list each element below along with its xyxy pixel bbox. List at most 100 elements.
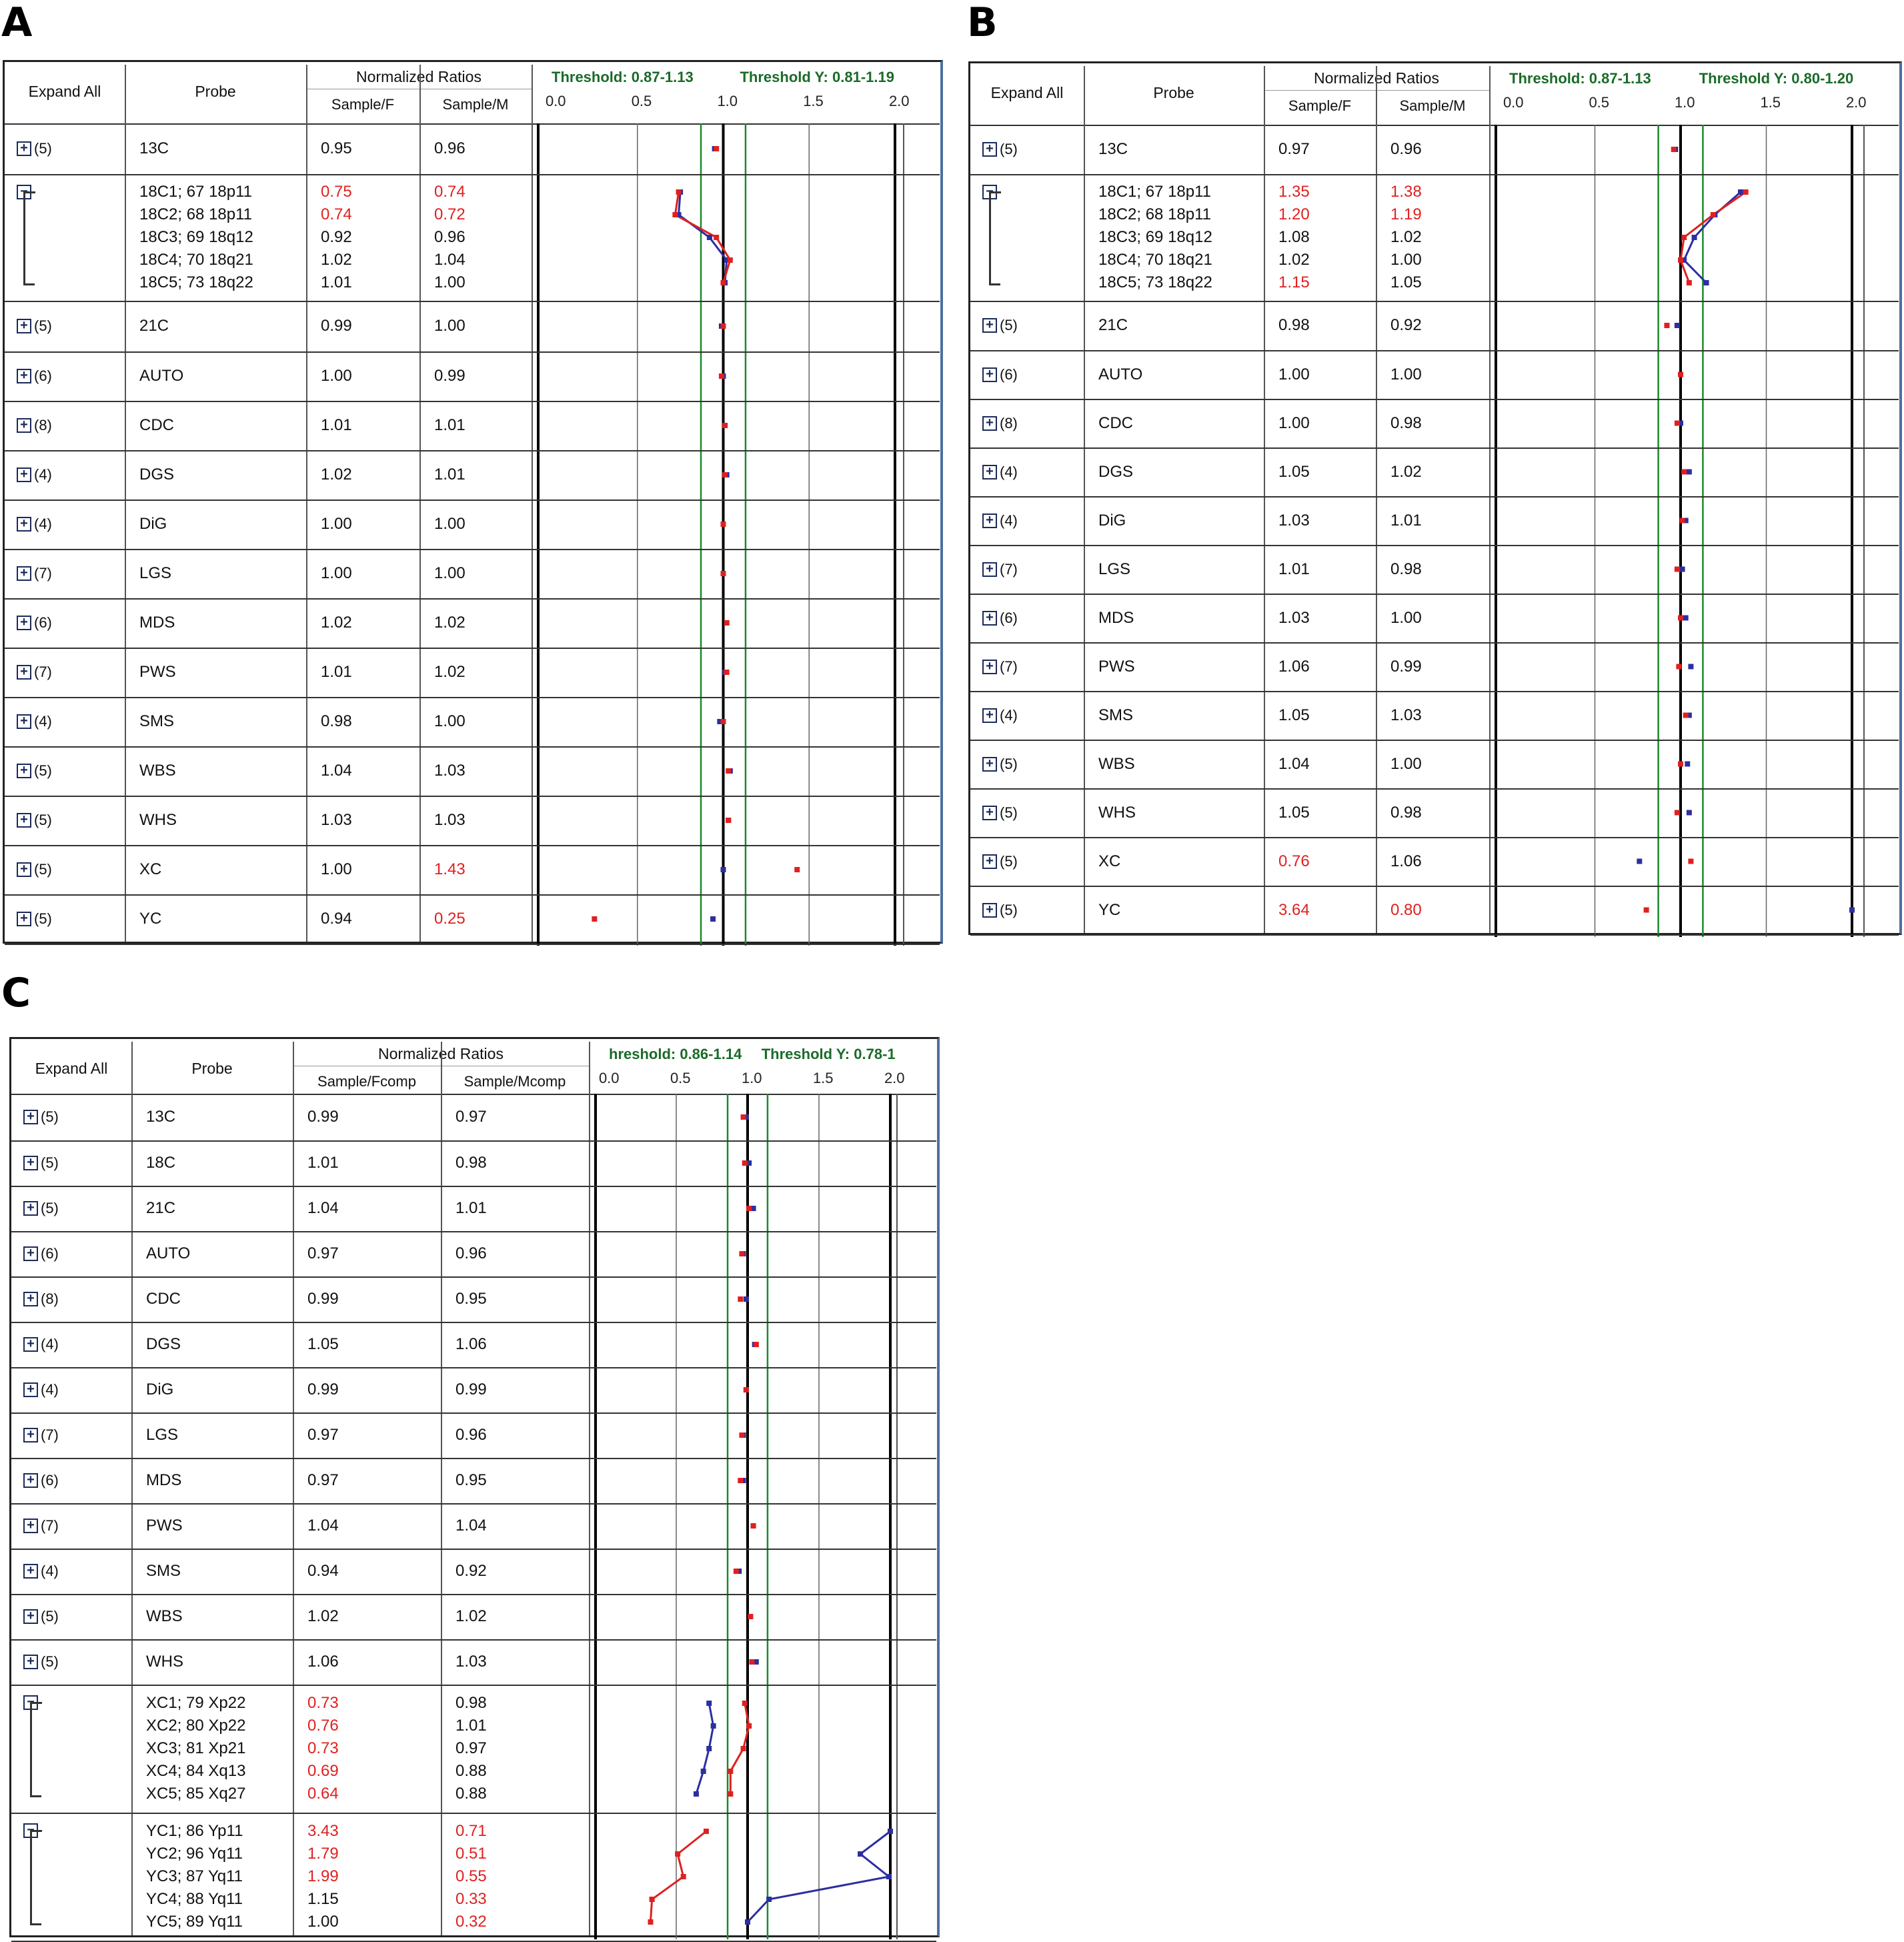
expand-toggle[interactable]: +	[17, 912, 31, 926]
expand-toggle[interactable]: +	[17, 369, 31, 383]
sample-f-point	[1686, 810, 1692, 816]
probe-count: (5)	[34, 317, 52, 334]
expand-toggle[interactable]: +	[982, 367, 997, 382]
expand-toggle[interactable]: +	[982, 562, 997, 577]
sample-m-point	[1643, 907, 1649, 913]
expand-toggle[interactable]: +	[17, 862, 31, 877]
expand-toggle[interactable]: +	[23, 1110, 38, 1124]
probe-name: 18C4; 70 18q21	[139, 251, 253, 269]
table-row: + (4) DiG 0.99 0.99	[11, 1367, 936, 1412]
column-divider	[1264, 66, 1265, 933]
probe-count: (6)	[41, 1245, 59, 1262]
probe-count: (5)	[41, 1200, 59, 1216]
ratio-plot	[1495, 125, 1865, 937]
row-divider	[970, 545, 1899, 546]
probe-name: AUTO	[146, 1244, 191, 1262]
expand-toggle[interactable]: +	[23, 1428, 38, 1442]
expand-toggle[interactable]: +	[23, 1382, 38, 1397]
table-row: + (7) LGS 1.00 1.00	[5, 549, 940, 598]
probe-count: (5)	[1000, 901, 1018, 918]
expand-toggle[interactable]: +	[982, 854, 997, 869]
table-row: + (7) PWS 1.04 1.04	[11, 1503, 936, 1549]
expand-toggle[interactable]: +	[23, 1609, 38, 1624]
probe-name: SMS	[146, 1562, 181, 1580]
expand-toggle[interactable]: +	[982, 708, 997, 723]
expand-toggle[interactable]: +	[17, 616, 31, 630]
row-divider	[5, 401, 940, 402]
expand-toggle[interactable]: +	[17, 467, 31, 482]
expand-toggle[interactable]: +	[23, 1655, 38, 1669]
expand-toggle[interactable]: +	[17, 319, 31, 333]
sample-f-point	[700, 1769, 706, 1774]
expand-toggle[interactable]: +	[23, 1201, 38, 1216]
sample-m-value: 1.38	[1390, 183, 1422, 201]
table-row: + (4) DGS 1.05 1.06	[11, 1322, 936, 1367]
expand-toggle[interactable]: +	[23, 1337, 38, 1352]
row-divider	[11, 1186, 936, 1187]
expand-toggle[interactable]: +	[23, 1246, 38, 1261]
expand-toggle[interactable]: +	[982, 513, 997, 528]
probe-name: MDS	[139, 614, 175, 632]
expand-toggle[interactable]: +	[17, 714, 31, 729]
expand-toggle[interactable]: +	[17, 418, 31, 433]
table-row: + (8) CDC 1.01 1.01	[5, 401, 940, 450]
probe-name: XC1; 79 Xp22	[146, 1694, 246, 1712]
sample-m-point	[1710, 212, 1716, 217]
expand-toggle[interactable]: +	[982, 464, 997, 479]
sample-m-point	[1681, 469, 1687, 475]
expand-all-button[interactable]: Expand All	[990, 83, 1064, 101]
sample-m-point	[714, 235, 720, 240]
table-row: + (7) LGS 0.97 0.96	[11, 1412, 936, 1458]
table-row: + (4) DiG 1.03 1.01	[970, 496, 1899, 545]
expand-toggle[interactable]: +	[23, 1519, 38, 1533]
sample-m-point	[720, 323, 726, 329]
expand-toggle[interactable]: +	[23, 1564, 38, 1579]
sample-m-value: 0.99	[1390, 657, 1422, 676]
probe-column-header: Probe	[1153, 83, 1194, 101]
expand-toggle[interactable]: +	[17, 813, 31, 828]
sample-m-point	[1671, 147, 1677, 152]
threshold-y-label: Threshold Y: 0.81-1.19	[740, 69, 894, 85]
sample-m-point	[649, 1897, 655, 1902]
expand-toggle[interactable]: +	[23, 1473, 38, 1488]
expand-toggle[interactable]: +	[17, 566, 31, 581]
row-divider	[970, 642, 1899, 644]
probe-name: WHS	[146, 1653, 183, 1671]
expand-toggle[interactable]: +	[23, 1156, 38, 1170]
sample-m-point	[724, 670, 730, 675]
expand-toggle[interactable]: +	[982, 610, 997, 626]
panel-label: B	[967, 0, 998, 46]
axis-tick-label: 0.5	[631, 93, 652, 109]
expand-toggle[interactable]: +	[982, 659, 997, 674]
row-divider	[970, 788, 1899, 790]
expand-toggle[interactable]: +	[982, 318, 997, 333]
expand-toggle[interactable]: +	[17, 764, 31, 778]
expand-all-button[interactable]: Expand All	[35, 1059, 108, 1077]
probe-count: (5)	[1000, 852, 1018, 870]
sample-f-point	[753, 1659, 759, 1665]
expand-all-button[interactable]: Expand All	[28, 82, 101, 100]
sample-m-point	[648, 1919, 654, 1925]
expand-toggle[interactable]: +	[982, 415, 997, 431]
table-row: + (4) DGS 1.05 1.02	[970, 447, 1899, 496]
probe-name: YC4; 88 Yq11	[146, 1890, 243, 1908]
sample-m-point	[1678, 371, 1683, 377]
sample-f-point	[1683, 615, 1689, 621]
expand-toggle[interactable]: +	[17, 141, 31, 156]
expand-toggle[interactable]: +	[982, 142, 997, 157]
sample-m-value: 0.33	[455, 1890, 487, 1908]
sample-f-point	[717, 719, 723, 724]
probe-name: PWS	[146, 1517, 183, 1535]
row-divider	[970, 496, 1899, 498]
row-divider	[5, 944, 940, 945]
sample-f-point	[1679, 566, 1685, 572]
expand-toggle[interactable]: +	[982, 902, 997, 918]
sample-m-value: 1.00	[434, 564, 465, 582]
axis-tick-label: 0.5	[670, 1070, 691, 1086]
expand-toggle[interactable]: +	[17, 665, 31, 680]
expand-toggle[interactable]: +	[982, 756, 997, 772]
expand-toggle[interactable]: +	[23, 1292, 38, 1306]
expand-toggle[interactable]: +	[17, 517, 31, 532]
sample-f-point	[1683, 518, 1689, 524]
expand-toggle[interactable]: +	[982, 805, 997, 820]
